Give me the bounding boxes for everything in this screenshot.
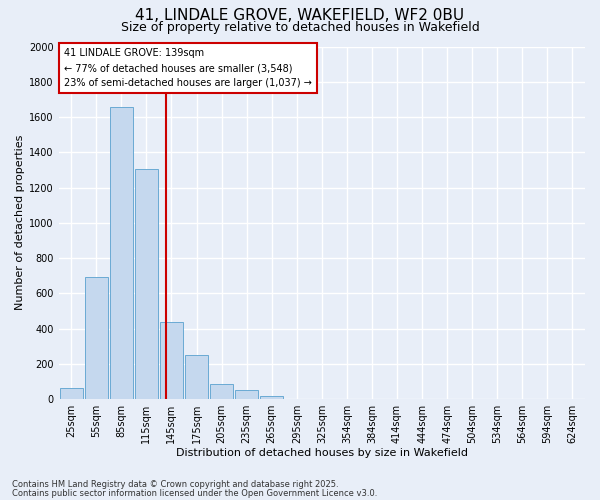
Y-axis label: Number of detached properties: Number of detached properties	[15, 135, 25, 310]
Text: 41, LINDALE GROVE, WAKEFIELD, WF2 0BU: 41, LINDALE GROVE, WAKEFIELD, WF2 0BU	[136, 8, 464, 22]
Bar	[235, 390, 258, 399]
Bar	[135, 169, 158, 399]
Bar	[210, 384, 233, 399]
Text: Contains HM Land Registry data © Crown copyright and database right 2025.: Contains HM Land Registry data © Crown c…	[12, 480, 338, 489]
Text: Contains public sector information licensed under the Open Government Licence v3: Contains public sector information licen…	[12, 488, 377, 498]
Bar	[260, 396, 283, 399]
Bar	[110, 108, 133, 399]
Bar	[185, 355, 208, 399]
X-axis label: Distribution of detached houses by size in Wakefield: Distribution of detached houses by size …	[176, 448, 468, 458]
Bar	[59, 388, 83, 399]
Bar	[85, 276, 108, 399]
Text: Size of property relative to detached houses in Wakefield: Size of property relative to detached ho…	[121, 21, 479, 34]
Text: 41 LINDALE GROVE: 139sqm
← 77% of detached houses are smaller (3,548)
23% of sem: 41 LINDALE GROVE: 139sqm ← 77% of detach…	[64, 48, 312, 88]
Bar	[160, 322, 183, 399]
